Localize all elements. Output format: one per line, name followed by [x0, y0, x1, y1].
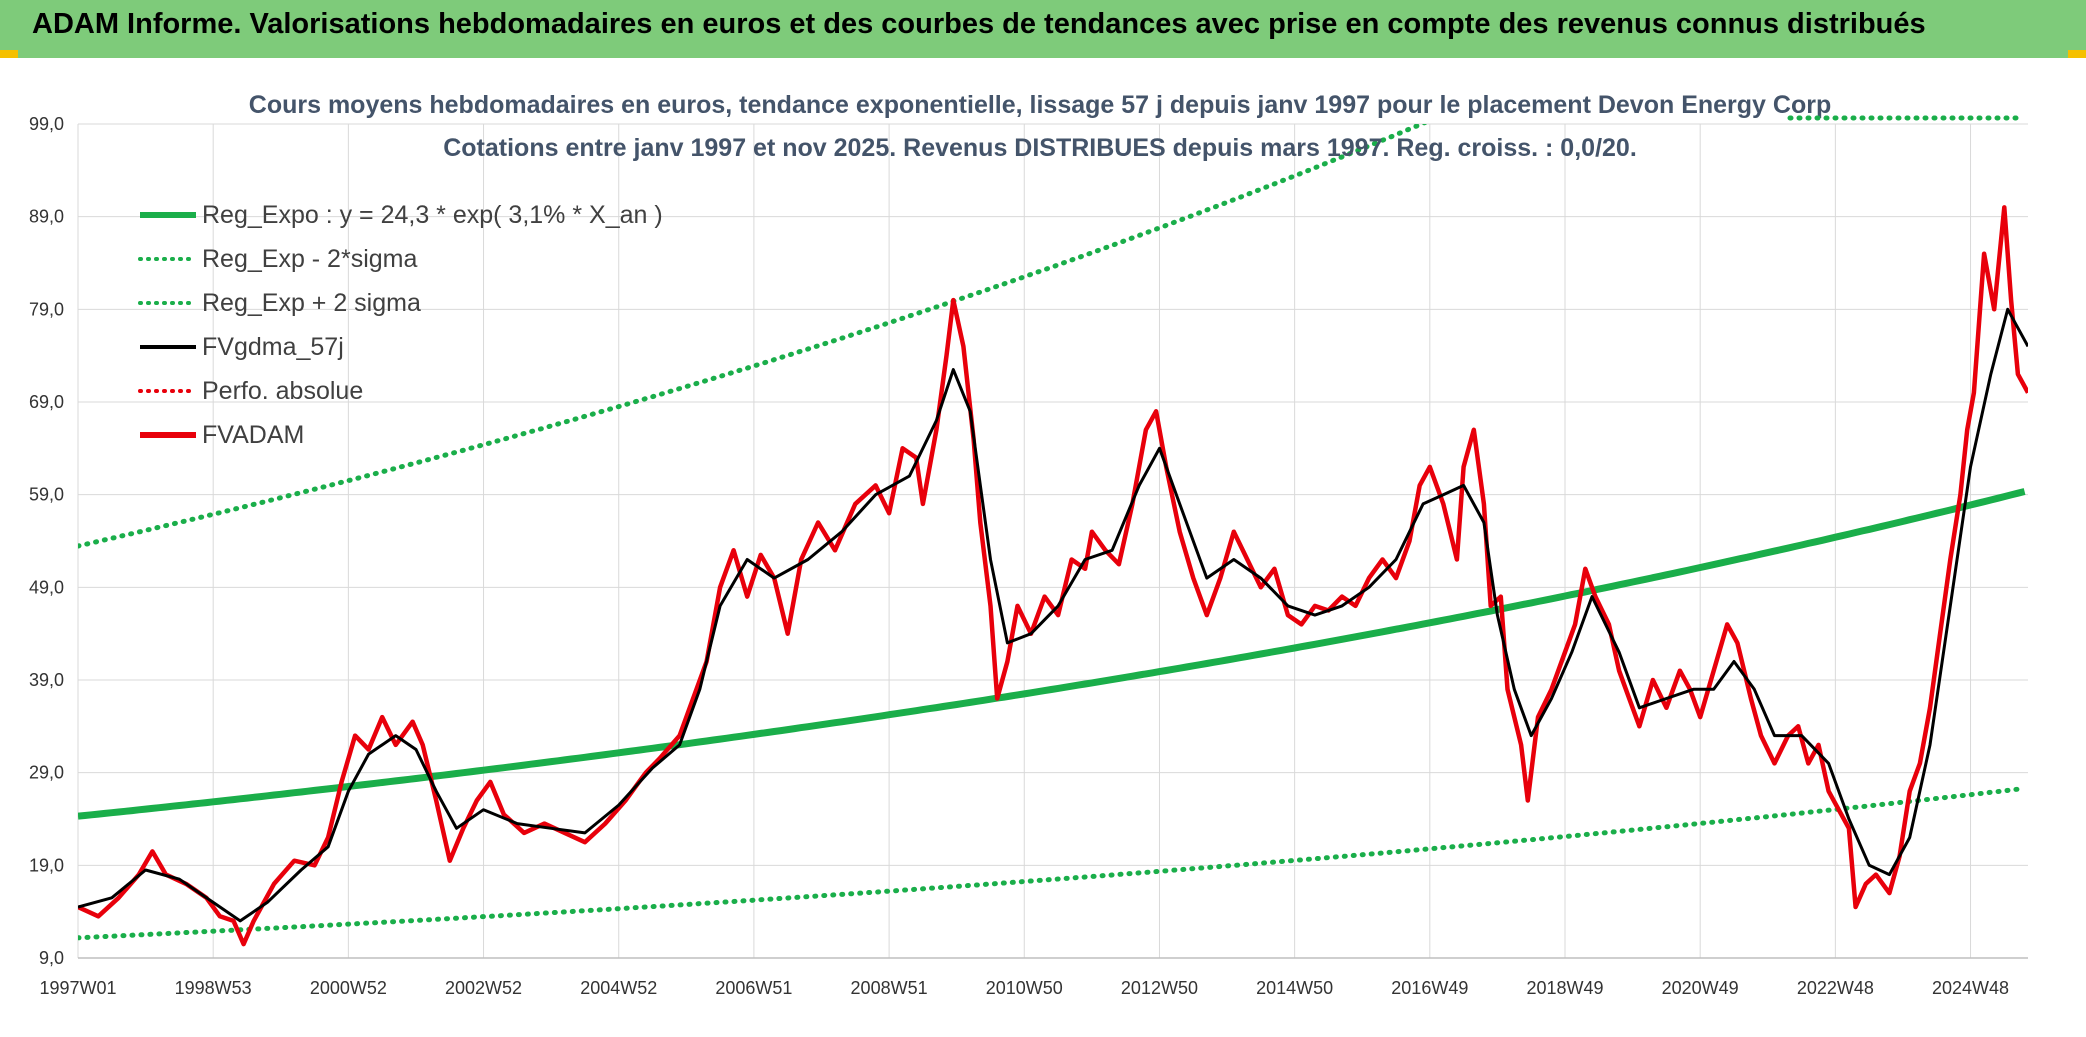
x-tick-label: 2004W52 [580, 978, 657, 998]
series-layer [78, 124, 2028, 947]
y-tick-label: 89,0 [29, 207, 64, 227]
y-axis-ticks: 9,0 19,0 29,0 39,0 49,0 59,0 69,0 79,0 89,0 99,0 [29, 114, 64, 968]
y-tick-label: 39,0 [29, 670, 64, 690]
y-tick-label: 9,0 [39, 948, 64, 968]
legend-label: Perfo. absolue [202, 377, 363, 405]
x-tick-label: 2006W51 [715, 978, 792, 998]
x-tick-label: 2012W50 [1121, 978, 1198, 998]
series-reg-exp-plus-2sigma [78, 124, 1428, 549]
x-tick-label: 2010W50 [986, 978, 1063, 998]
x-tick-label: 2008W51 [851, 978, 928, 998]
y-tick-label: 79,0 [29, 299, 64, 319]
chart-subtitle-line2: Cotations entre janv 1997 et nov 2025. R… [443, 134, 1637, 162]
x-tick-label: 2024W48 [1932, 978, 2009, 998]
legend: Reg_Expo : y = 24,3 * exp( 3,1% * X_an )… [138, 201, 663, 449]
chart: 9,019,029,039,049,059,069,079,089,099,0 … [0, 58, 2086, 1037]
y-tick-label: 59,0 [29, 485, 64, 505]
y-tick-label: 29,0 [29, 763, 64, 783]
grid-lines [77, 123, 2028, 959]
y-tick-label: 49,0 [29, 577, 64, 597]
x-tick-label: 2000W52 [310, 978, 387, 998]
legend-label: Reg_Expo : y = 24,3 * exp( 3,1% * X_an ) [202, 201, 663, 229]
y-tick-label: 99,0 [29, 114, 64, 134]
series-reg-exp-minus-2sigma [78, 786, 2028, 941]
x-tick-label: 2002W52 [445, 978, 522, 998]
corner-marker-left [0, 50, 18, 58]
x-tick-label: 2020W49 [1662, 978, 1739, 998]
y-tick-label: 69,0 [29, 392, 64, 412]
series-fvgdma-57j [78, 307, 2028, 923]
legend-label: FVADAM [202, 421, 304, 449]
legend-label: Reg_Exp - 2*sigma [202, 245, 417, 273]
legend-label: FVgdma_57j [202, 333, 344, 361]
x-tick-label: 1997W01 [39, 978, 116, 998]
title-banner: ADAM Informe. Valorisations hebdomadaire… [0, 0, 2086, 58]
x-tick-label: 2014W50 [1256, 978, 1333, 998]
series-fvadam [78, 205, 2028, 947]
x-tick-label: 2018W49 [1526, 978, 1603, 998]
x-axis-ticks: 1997W01 1998W53 2000W52 2002W52 2004W52 2006W… [39, 978, 2009, 998]
x-tick-label: 1998W53 [175, 978, 252, 998]
x-tick-label: 2022W48 [1797, 978, 1874, 998]
x-tick-label: 2016W49 [1391, 978, 1468, 998]
legend-label: Reg_Exp + 2 sigma [202, 289, 421, 317]
series-reg-expo [78, 488, 2026, 820]
chart-subtitle-line1: Cours moyens hebdomadaires en euros, ten… [249, 91, 1831, 119]
corner-marker-right [2068, 50, 2086, 58]
y-tick-label: 19,0 [29, 855, 64, 875]
page-title: ADAM Informe. Valorisations hebdomadaire… [32, 8, 1926, 40]
